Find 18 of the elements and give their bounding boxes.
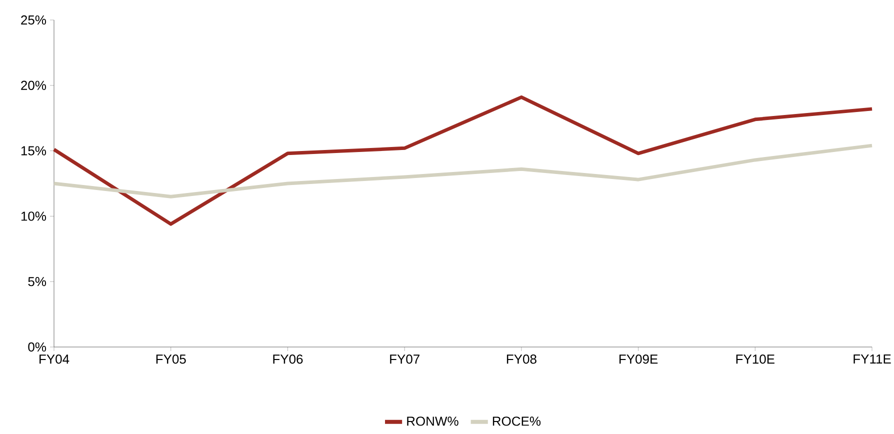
legend-label: RONW% bbox=[407, 416, 458, 426]
x-tick-label: FY08 bbox=[506, 354, 536, 364]
y-tick-label: 25% bbox=[21, 15, 46, 25]
y-tick-label: 0% bbox=[28, 342, 46, 352]
x-tick-label: FY07 bbox=[390, 354, 420, 364]
x-tick-label: FY10E bbox=[736, 354, 774, 364]
y-tick-label: 20% bbox=[21, 80, 46, 90]
x-tick-label: FY04 bbox=[40, 354, 70, 364]
line-series bbox=[52, 144, 874, 198]
legend-label: ROCE% bbox=[492, 416, 541, 426]
x-tick-label: FY05 bbox=[156, 354, 186, 364]
x-tick-label: FY06 bbox=[273, 354, 303, 364]
line-series bbox=[52, 95, 874, 226]
x-tick-label: FY09E bbox=[619, 354, 658, 364]
x-tick-label: FY11E bbox=[854, 354, 891, 364]
y-tick-label: 10% bbox=[21, 212, 46, 221]
y-tick-label: 5% bbox=[28, 277, 46, 286]
y-tick-label: 15% bbox=[21, 146, 46, 156]
